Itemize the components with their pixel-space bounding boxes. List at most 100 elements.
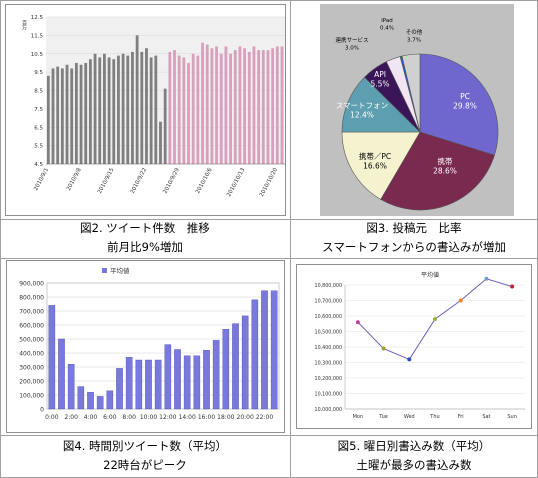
fig4-xtick-label: 2:00 [64, 414, 78, 421]
fig3-pie-slice [401, 53, 421, 133]
fig2-bar [117, 55, 120, 164]
fig4-bar [203, 349, 210, 410]
fig3-caption: 図3. 投稿元 比率 スマートフォンからの書込みが増加 [290, 219, 538, 257]
fig3-slice-label: その他 [406, 28, 423, 36]
fig3-pie-slice [380, 131, 495, 211]
fig4-caption: 図4. 時間別ツイート数（平均） 22時台がピーク [0, 437, 290, 475]
fig3-slice-label: スマートフォン [336, 101, 388, 110]
fig4-xtick-label: 16:00 [198, 414, 215, 421]
fig4-ytick-label: 500,000 [19, 337, 44, 344]
fig4-xtick-label: 4:00 [84, 414, 98, 421]
fig2-bar [182, 57, 186, 164]
fig2-bar [196, 55, 200, 164]
grid-divider-vertical [290, 0, 291, 478]
fig2-bar [84, 62, 88, 164]
fig2-bar [159, 121, 162, 164]
fig2-bar [93, 53, 97, 164]
fig5-point [381, 346, 386, 351]
fig2-bar [177, 55, 181, 164]
fig2-ytick-label: 4.5 [34, 162, 43, 168]
fig5-ytick-label: 10,600,000 [315, 314, 342, 320]
fig2-bar [271, 48, 275, 164]
fig3-slice-percent: 29.8% [453, 102, 477, 111]
fig2-caption-note: 前月比9%増加 [107, 240, 183, 254]
fig2-bar [163, 88, 167, 164]
fig2-bar [126, 55, 130, 164]
grid-divider-middle [0, 258, 538, 259]
fig2-bar [257, 50, 261, 165]
fig2-ytick-label: 8.5 [34, 89, 43, 95]
fig4-ytick-label: 200,000 [19, 379, 44, 386]
fig2-bar [56, 66, 60, 164]
fig4-bar [145, 359, 152, 410]
fig2-ytick-label: 11.5 [31, 33, 44, 39]
fig4-ytick-label: 100,000 [19, 393, 44, 400]
fig2-bar [243, 48, 247, 164]
fig2-ytick-label: 5.5 [34, 144, 43, 150]
fig4-bar [241, 315, 249, 410]
fig3-slice-percent: 28.6% [433, 167, 457, 176]
fig4-ytick-label: 700,000 [19, 309, 44, 316]
fig2-bar [103, 53, 106, 164]
fig5-ytick-label: 10,300,000 [315, 361, 342, 367]
fig4-bar [116, 368, 123, 410]
fig2-ytick-label: 9.5 [34, 70, 43, 76]
fig2-bar [210, 48, 214, 164]
fig3-slice-percent: 3.0% [345, 46, 359, 52]
fig4-bar [48, 305, 56, 410]
fig3-slice-percent: 3.7% [407, 38, 421, 44]
fig3-slice-percent: 5.5% [370, 80, 389, 89]
fig5-ytick-label: 10,500,000 [315, 330, 342, 336]
fig4-legend-swatch [102, 268, 107, 273]
fig4-bar [183, 355, 191, 410]
fig2-xtick-label: 2010/9/22 [130, 167, 149, 195]
fig4-bar [67, 363, 75, 410]
fig2-bar [266, 50, 270, 165]
fig5-point [458, 298, 463, 303]
fig2-bar [191, 53, 195, 164]
fig2-bar [98, 57, 102, 164]
fig2-caption-title: 図2. ツイート件数 推移 [80, 221, 210, 235]
fig5-point [484, 276, 489, 281]
fig4-xtick-label: 0:00 [45, 414, 59, 421]
fig2-ylabel: 百万 [21, 20, 27, 31]
fig2-xtick-label: 2010/10/6 [195, 167, 214, 195]
fig5-xtick-label: Mon [353, 414, 364, 420]
fig2-bar [233, 50, 237, 165]
fig4-bar [222, 328, 230, 410]
fig4-ytick-label: 800,000 [19, 295, 44, 302]
fig4-plot-area [46, 282, 280, 410]
fig4-bar [261, 290, 268, 410]
fig4-bar [193, 355, 201, 410]
fig2-bar [224, 46, 228, 164]
fig3-pie-slice [341, 76, 421, 133]
fig3-pie-slice [341, 131, 421, 200]
fig2-xtick-label: 2010/10/13 [226, 167, 246, 198]
fig3-slice-label: 携帯 [438, 156, 453, 166]
fig4-ytick-label: 600,000 [19, 323, 44, 330]
fig4-bar [212, 340, 220, 410]
fig5-caption-note: 土曜が最多の書込み数 [356, 458, 472, 472]
fig4-bar [251, 299, 259, 410]
fig2-ytick-label: 10.5 [31, 52, 44, 58]
fig4-xtick-label: 14:00 [179, 414, 196, 421]
fig5-xtick-label: Sat [482, 414, 490, 420]
fig5-ytick-label: 10,000,000 [315, 407, 342, 413]
fig2-bar [112, 59, 116, 165]
fig5-xtick-label: Wed [404, 414, 415, 420]
fig4-xtick-label: 10:00 [140, 414, 157, 421]
fig4-bar [96, 396, 104, 410]
fig2-bar [205, 44, 209, 164]
fig2-bar [261, 50, 265, 165]
fig5-xtick-label: Tue [378, 414, 388, 420]
fig2-caption: 図2. ツイート件数 推移 前月比9%増加 [0, 219, 290, 257]
fig4-bar [87, 391, 94, 410]
fig4-xtick-label: 8:00 [122, 414, 136, 421]
fig2-bar [74, 62, 78, 164]
fig2-bar [219, 53, 223, 164]
fig3-slice-label: PC [460, 92, 470, 101]
fig3-slice-percent: 0.4% [380, 26, 394, 32]
fig2-bar [145, 48, 148, 164]
fig4-bar [125, 356, 133, 410]
fig2-bar [60, 68, 64, 164]
